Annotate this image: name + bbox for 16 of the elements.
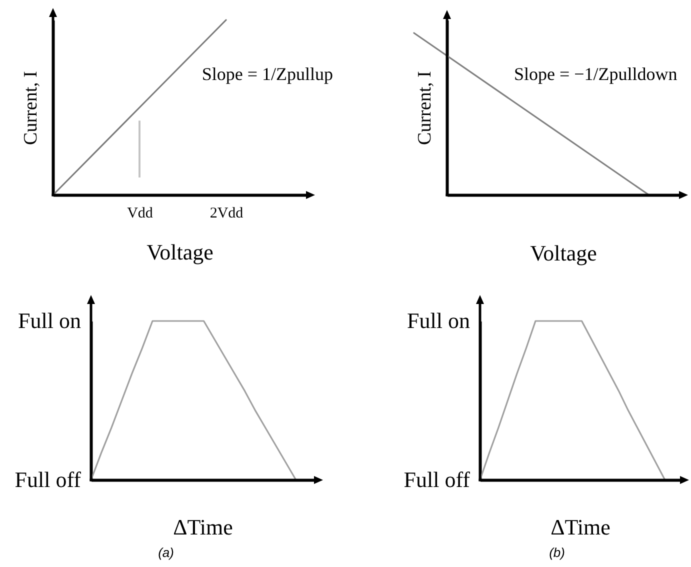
text: Full on — [18, 308, 81, 333]
x-tick-label: 2Vdd — [210, 206, 244, 222]
x-axis-title: Voltage — [530, 240, 597, 266]
x-axis-title: ΔTime — [550, 514, 610, 540]
y-axis-title: Current, I — [414, 71, 436, 145]
text: (b) — [549, 545, 565, 560]
text: Full on — [407, 308, 470, 333]
x-axis-title: ΔTime — [173, 514, 233, 540]
annotation: Slope = 1/Zpullup — [202, 64, 333, 84]
annotation: Slope = −1/Zpulldown — [514, 64, 678, 84]
text: (a) — [158, 545, 174, 560]
x-tick-label: Vdd — [127, 206, 154, 222]
x-axis-title: Voltage — [146, 240, 214, 264]
text: Full off — [14, 467, 82, 492]
text: Full off — [404, 467, 471, 492]
y-axis-title: Current, I — [20, 71, 42, 145]
